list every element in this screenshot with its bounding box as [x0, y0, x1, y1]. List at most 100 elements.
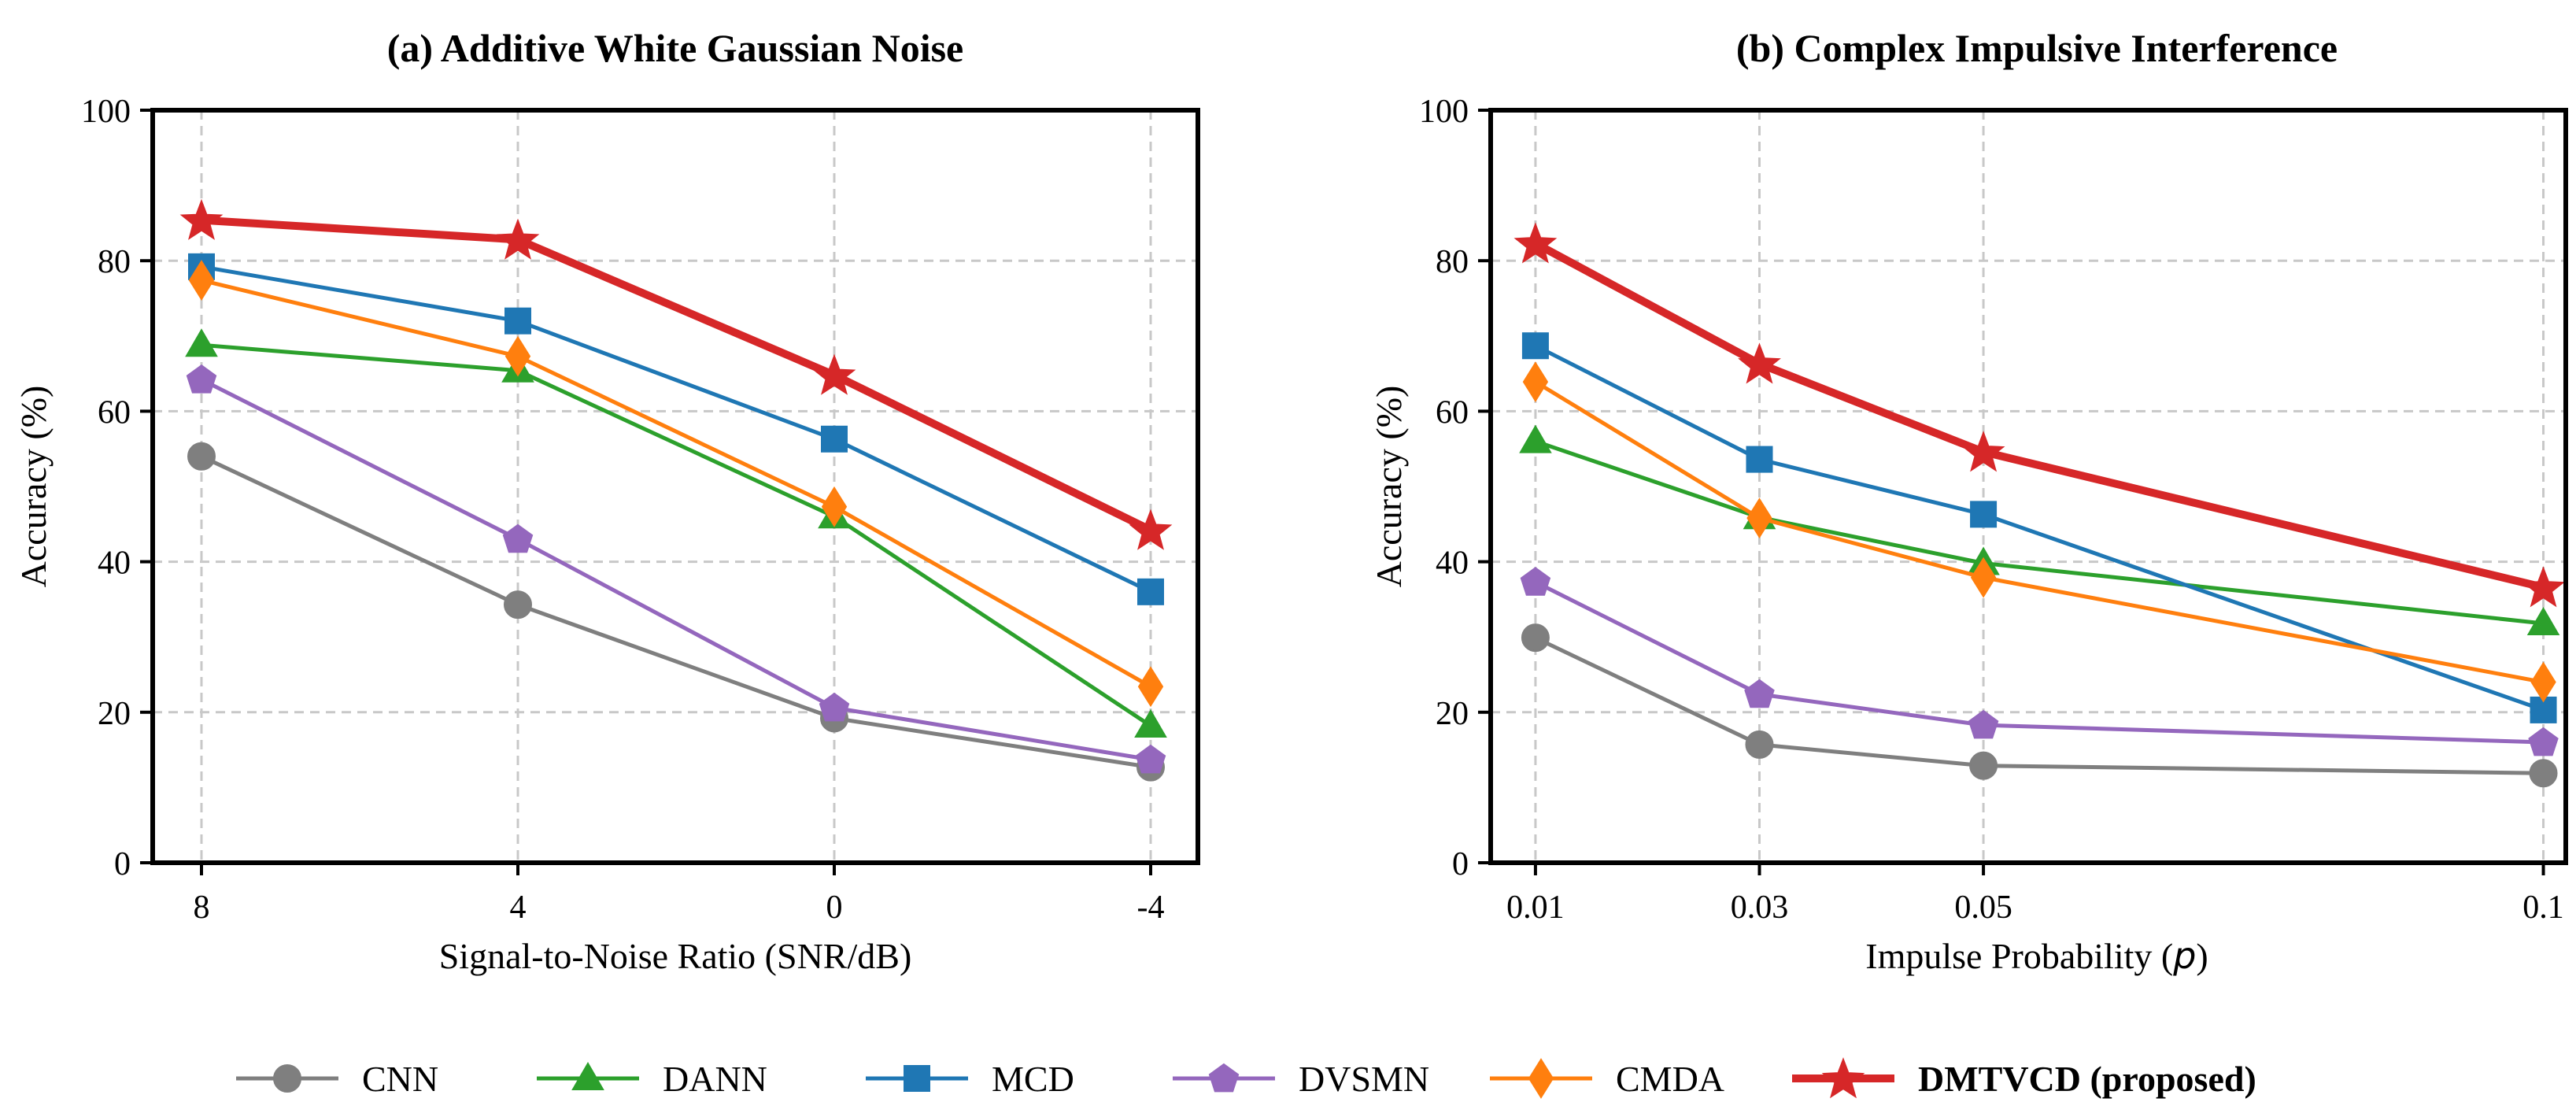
legend-item-cmda: CMDA — [1490, 1058, 1724, 1099]
chart-a-point-cmda — [504, 335, 531, 377]
chart-a-series — [179, 198, 1173, 782]
chart-b-series-dvsmn — [1520, 567, 2559, 756]
chart-b-ytick-label: 100 — [1419, 94, 1469, 130]
chart-a-ytick-label: 20 — [98, 696, 131, 732]
chart-b-point-dmtvcd-proposed — [1961, 431, 2005, 472]
chart-a-ylabel: Accuracy (%) — [13, 386, 54, 588]
chart-b-point-cmda — [1522, 361, 1549, 403]
chart-b-point-cnn — [2529, 759, 2558, 788]
chart-b-ytick-label: 80 — [1436, 244, 1469, 280]
chart-b-line-dvsmn — [1533, 579, 2545, 745]
chart-a-line-cmda — [199, 278, 1153, 689]
chart-b-ytick-label: 60 — [1436, 394, 1469, 431]
chart-a-point-mcd — [821, 425, 848, 453]
legend-label: CMDA — [1616, 1059, 1724, 1099]
chart-a-point-dmtvcd-proposed — [179, 198, 224, 240]
chart-b-line-mcd — [1533, 343, 2545, 712]
chart-b-point-dvsmn — [1968, 709, 1999, 739]
chart-b-point-cnn — [1745, 730, 1774, 759]
chart-a-point-cnn — [187, 442, 216, 471]
legend-item-dvsmn: DVSMN — [1173, 1059, 1429, 1099]
legend-label: MCD — [992, 1059, 1074, 1099]
chart-a-xtick-label: 0 — [826, 890, 843, 926]
legend-label: CNN — [362, 1059, 438, 1099]
legend-marker — [904, 1065, 930, 1092]
chart-a-point-dvsmn — [502, 523, 534, 553]
chart-b-point-dann — [1519, 424, 1552, 453]
chart-panel-b: (b) Complex Impulsive Interference 0.01 0… — [1369, 26, 2568, 977]
chart-a-point-dmtvcd-proposed — [496, 218, 540, 260]
chart-b-ylabel: Accuracy (%) — [1369, 386, 1409, 588]
legend-item-mcd: MCD — [866, 1059, 1074, 1099]
chart-b-series-dmtvcd-proposed — [1513, 222, 2565, 608]
chart-a-point-cmda — [1137, 666, 1164, 708]
chart-a-point-dvsmn — [1135, 744, 1166, 774]
chart-a-point-dann — [1134, 709, 1167, 738]
chart-b-point-dmtvcd-proposed — [2522, 566, 2565, 608]
legend-marker — [273, 1064, 301, 1093]
chart-b-ytick-label: 20 — [1436, 696, 1469, 732]
legend-item-dmtvcd-proposed: DMTVCD (proposed) — [1792, 1057, 2256, 1099]
chart-a-gridlines — [153, 110, 1198, 863]
chart-b-series-cmda — [1522, 361, 2556, 703]
chart-a-frame — [150, 108, 1200, 865]
chart-b-xlabel-prefix: Impulse Probability ( — [1865, 936, 2173, 976]
chart-b-series-dann — [1519, 424, 2560, 635]
chart-a-point-cnn — [504, 590, 532, 620]
chart-b-ytick-label: 40 — [1436, 546, 1469, 582]
chart-a-point-mcd — [504, 307, 531, 335]
chart-a-series-cmda — [188, 260, 1164, 708]
chart-b-point-cmda — [1970, 557, 1997, 598]
chart-a-point-dmtvcd-proposed — [1129, 509, 1173, 550]
chart-a-point-cmda — [821, 486, 848, 527]
chart-b-xtick-label: 0.03 — [1731, 890, 1789, 926]
chart-b-point-dvsmn — [2528, 727, 2559, 756]
chart-a-point-dvsmn — [819, 692, 850, 722]
chart-b-line-dann — [1533, 439, 2545, 626]
chart-b-series — [1513, 222, 2565, 788]
chart-a-xtick-label: 8 — [194, 890, 210, 926]
chart-b-line-cmda — [1533, 379, 2545, 685]
chart-a-line-cnn — [199, 454, 1153, 770]
chart-b-xtick-label: 0.1 — [2522, 890, 2564, 926]
chart-b-xlabel-suffix: ) — [2196, 936, 2208, 976]
chart-b-point-dmtvcd-proposed — [1738, 342, 1781, 384]
chart-a-line-mcd — [199, 264, 1153, 594]
legend-label: DANN — [663, 1059, 767, 1099]
legend-marker — [1208, 1063, 1240, 1093]
chart-b-point-dvsmn — [1520, 567, 1551, 596]
chart-b-point-cnn — [1521, 623, 1550, 653]
chart-b-frame — [1488, 108, 2568, 865]
legend-marker — [1528, 1058, 1554, 1099]
chart-a-line-dann — [199, 342, 1153, 728]
legend-label: DMTVCD (proposed) — [1918, 1059, 2256, 1099]
chart-a-ytick-label: 60 — [98, 394, 131, 431]
chart-a-ytick-label: 40 — [98, 546, 131, 582]
chart-a-title: (a) Additive White Gaussian Noise — [387, 26, 964, 70]
chart-a-ytick-label: 0 — [114, 846, 131, 882]
chart-b-point-dann — [2526, 606, 2560, 635]
chart-a-series-dann — [185, 328, 1167, 738]
chart-a-series-dmtvcd-proposed — [179, 198, 1173, 550]
chart-a-xtick-label: 4 — [510, 890, 527, 926]
legend-label: DVSMN — [1299, 1059, 1429, 1099]
chart-b-point-dmtvcd-proposed — [1513, 222, 1558, 264]
chart-a-point-dmtvcd-proposed — [812, 353, 856, 395]
chart-a-ytick-label: 100 — [81, 94, 131, 130]
chart-b-gridlines — [1491, 110, 2566, 863]
chart-b-point-cmda — [1746, 497, 1772, 539]
chart-b-line-dmtvcd-proposed — [1531, 239, 2548, 592]
chart-b-point-mcd — [1521, 332, 1549, 360]
chart-b-title: (b) Complex Impulsive Interference — [1736, 26, 2338, 70]
chart-b-point-mcd — [1746, 446, 1773, 473]
chart-b-xlabel-var: p — [2172, 934, 2196, 977]
legend-marker — [571, 1062, 604, 1090]
chart-a-series-dvsmn — [186, 364, 1166, 774]
chart-b-line-cnn — [1533, 635, 2545, 775]
chart-a-point-dann — [185, 328, 218, 357]
chart-b-series-cnn — [1521, 623, 2558, 788]
chart-b-xtick-label: 0.01 — [1506, 890, 1565, 926]
chart-b-point-mcd — [1970, 501, 1998, 528]
chart-a-ytick-label: 80 — [98, 244, 131, 280]
